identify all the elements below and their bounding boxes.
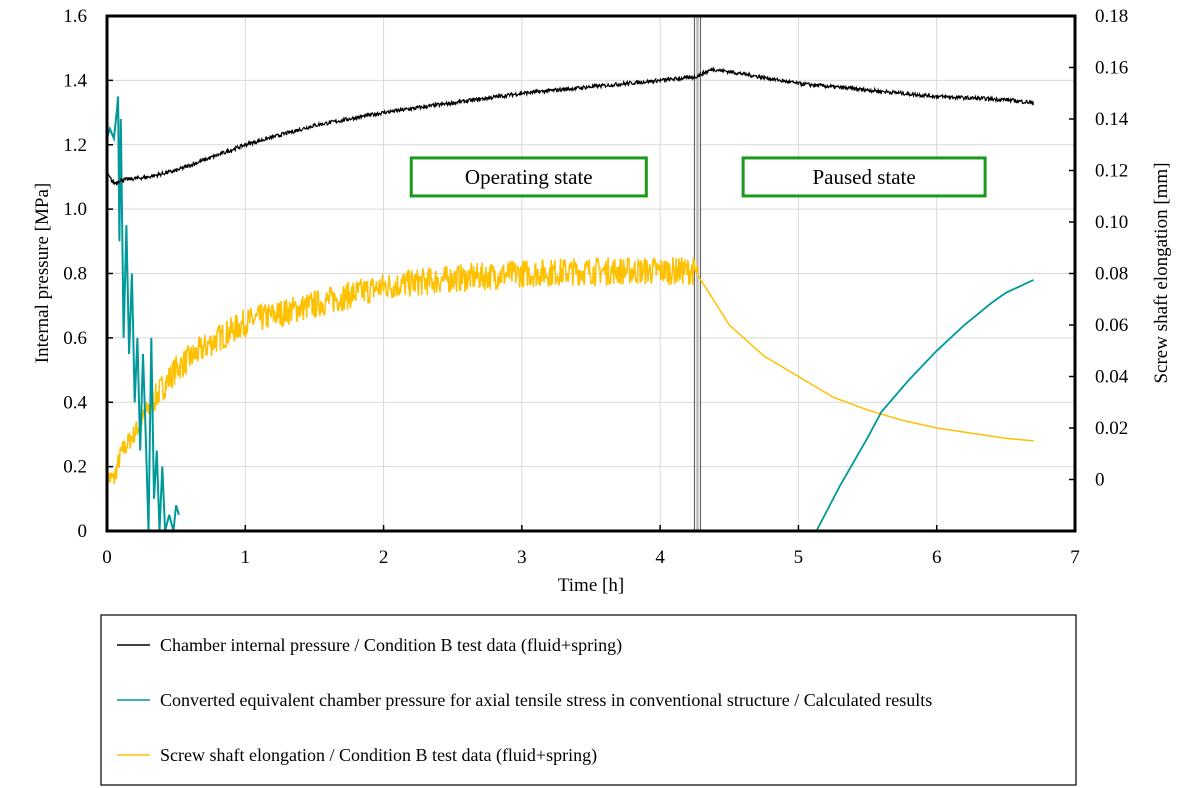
x-tick-label: 3	[517, 547, 527, 568]
y-left-tick-label: 1.0	[63, 199, 87, 220]
y-left-tick-label: 0.8	[63, 264, 87, 285]
y-right-tick-label: 0.04	[1095, 367, 1129, 388]
y-left-tick-label: 0	[78, 521, 88, 542]
y-left-tick-label: 0.4	[63, 392, 87, 413]
legend-label: Screw shaft elongation / Condition B tes…	[160, 745, 597, 766]
y-left-tick-label: 0.2	[63, 457, 87, 478]
series-line-chamber-pressure	[106, 66, 1035, 187]
legend-label: Converted equivalent chamber pressure fo…	[160, 690, 932, 710]
x-tick-label: 0	[102, 547, 112, 568]
y-right-tick-label: 0	[1095, 470, 1105, 491]
annotation-label: Operating state	[465, 165, 593, 189]
annotation-label: Paused state	[812, 165, 915, 189]
y-right-tick-label: 0.08	[1095, 264, 1128, 285]
series-lines	[106, 66, 1035, 532]
annotations: Operating state Paused state	[409, 156, 987, 198]
y-right-tick-label: 0.16	[1095, 58, 1128, 79]
y-right-tick-label: 0.10	[1095, 212, 1128, 233]
x-tick-label: 2	[379, 547, 389, 568]
x-tick-label: 6	[932, 547, 942, 568]
series-line-converted-pressure	[106, 96, 180, 532]
y-right-tick-label: 0.18	[1095, 6, 1128, 27]
x-tick-label: 4	[655, 547, 665, 568]
x-tick-label: 1	[241, 547, 251, 568]
annotation-box	[741, 156, 987, 198]
y-left-tick-label: 1.6	[63, 6, 87, 27]
series-line-converted-pressure	[815, 279, 1034, 532]
annotation-box	[409, 156, 648, 198]
legend-label: Chamber internal pressure / Condition B …	[160, 635, 622, 656]
legend-box	[100, 614, 1077, 786]
y-axis-right-label: Screw shaft elongation [mm]	[1151, 162, 1172, 383]
y-left-tick-label: 1.4	[63, 70, 87, 91]
gridlines	[107, 16, 1075, 531]
y-right-tick-label: 0.02	[1095, 418, 1128, 439]
y-right-tick-label: 0.06	[1095, 315, 1128, 336]
legend: Chamber internal pressure / Condition B …	[117, 635, 932, 766]
y-right-tick-label: 0.14	[1095, 109, 1129, 130]
x-axis-label: Time [h]	[558, 575, 624, 596]
y-right-tick-label: 0.12	[1095, 161, 1128, 182]
y-left-tick-label: 1.2	[63, 135, 87, 156]
axis-ticks: 0 1 2 3 4 5 6 7 0 0.2 0.4 0.6 0.8 1.0 1.2 1.4 1.6 0 0.02 0.…	[63, 6, 1129, 568]
x-tick-label: 5	[794, 547, 804, 568]
series-line-screw-elongation	[106, 256, 1034, 488]
y-left-tick-label: 0.6	[63, 328, 87, 349]
y-axis-left-label: Internal pressure [MPa]	[32, 183, 53, 363]
x-tick-label: 7	[1070, 547, 1080, 568]
